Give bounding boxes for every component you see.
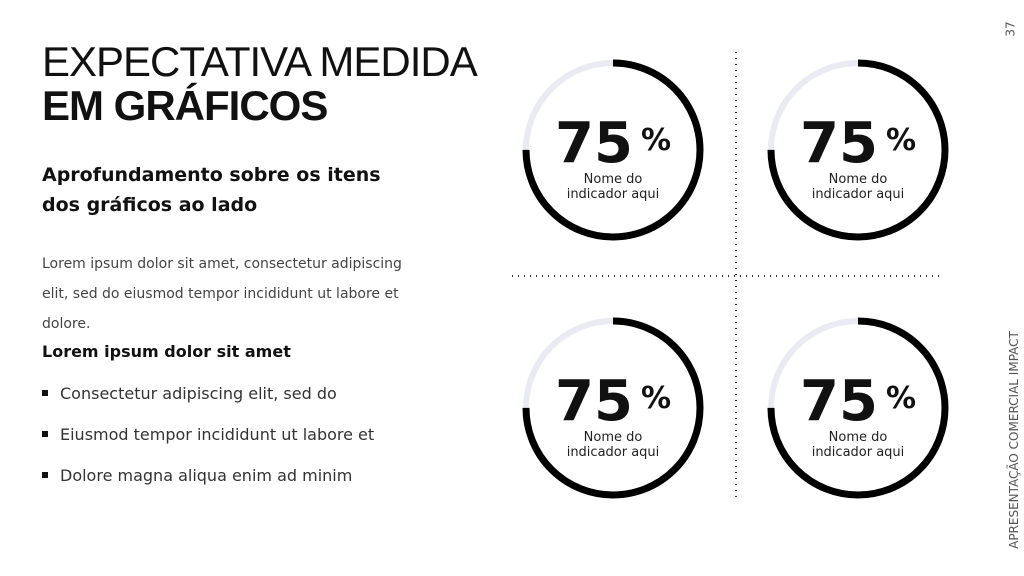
gauge-label: indicador aqui [811,445,905,460]
gauge-text: 75% Nome do indicador aqui [778,116,938,203]
gauge-value-row: 75% [533,116,693,172]
list-title: Lorem ipsum dolor sit amet [42,342,291,361]
gauge-text: 75% Nome do indicador aqui [778,374,938,461]
gauge-unit: % [640,381,671,416]
subtitle: Aprofundamento sobre os itens dos gráfic… [42,164,381,216]
bullet: Dolore magna aliqua enim ad minim [42,466,352,485]
gauge-unit: % [885,381,916,416]
gauge-unit: % [885,123,916,158]
side-label: APRESENTAÇÃO COMERCIAL IMPACT [1007,331,1021,549]
gauge-label: Nome do [828,172,888,187]
gauge-label: Nome do [583,172,643,187]
bullet: Eiusmod tempor incididunt ut labore et [42,425,374,444]
gauge-value-row: 75% [533,374,693,430]
gauge-label: Nome do [828,430,888,445]
gauge-arc [522,317,704,499]
gauge-arc [767,59,949,241]
page-number: 37 [1003,21,1018,37]
gauge-label: indicador aqui [566,445,660,460]
title: EM GRÁFICOS [42,82,328,129]
paragraph: Lorem ipsum dolor sit amet, consectetur … [42,256,402,332]
gauge-value: 75 [800,369,878,434]
gauge-text: 75% Nome do indicador aqui [533,374,693,461]
gauge-value-row: 75% [778,116,938,172]
gauge-arc [767,317,949,499]
gauge-value: 75 [800,111,878,176]
gauge-value-row: 75% [778,374,938,430]
gauge-arc [522,59,704,241]
gauge-value: 75 [555,111,633,176]
gauge-value: 75 [555,369,633,434]
gauge-unit: % [640,123,671,158]
title: EXPECTATIVA MEDIDA [42,38,478,85]
bullet: Consectetur adipiscing elit, sed do [42,384,337,403]
gauge-label: Nome do [583,430,643,445]
gauge-label: indicador aqui [566,187,660,202]
gauge-label: indicador aqui [811,187,905,202]
gauge-text: 75% Nome do indicador aqui [533,116,693,203]
